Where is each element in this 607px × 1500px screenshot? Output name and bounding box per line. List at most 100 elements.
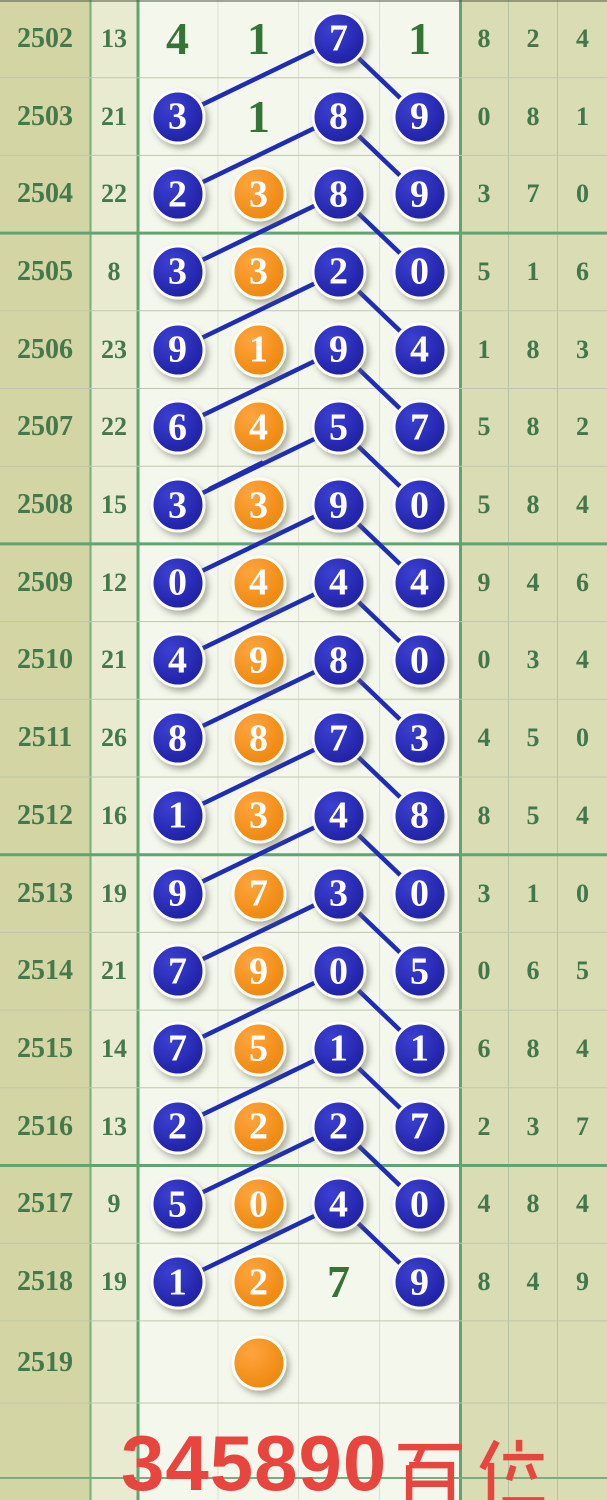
right-digit-cell: 4 [576,1189,589,1219]
right-digit-cell: 1 [526,878,540,908]
blue-number-ball: 1 [311,1021,366,1077]
blue-number-ball: 5 [392,943,447,999]
right-digit-cell: 4 [526,567,540,597]
blue-number-ball: 9 [150,866,205,922]
right-digit-cell: 5 [526,723,540,753]
blue-number-ball: 1 [150,1254,205,1310]
sum-cell: 13 [101,23,127,53]
blue-number-ball: 8 [311,632,366,688]
blue-number-ball: 4 [392,322,447,378]
period-cell: 2512 [17,799,73,831]
right-digit-cell: 5 [526,800,540,830]
blue-number-ball: 0 [392,244,447,300]
blue-number-ball: 9 [150,322,205,378]
period-cell: 2511 [17,722,73,754]
sum-cell: 21 [101,956,127,986]
period-cell: 2504 [17,178,73,210]
blue-number-ball: 3 [392,710,447,766]
right-digit-cell: 8 [477,23,491,53]
period-cell: 2516 [17,1110,73,1142]
right-digit-cell: 4 [576,1033,589,1063]
right-digit-cell: 8 [526,101,540,131]
plain-number: 1 [408,12,431,64]
blue-number-ball: 7 [150,943,205,999]
orange-number-ball: 4 [231,555,286,611]
sum-cell: 23 [101,334,127,364]
orange-number-ball [231,1335,286,1391]
blue-number-ball: 0 [392,632,447,688]
right-digit-cell: 5 [576,956,589,986]
right-digit-cell: 8 [526,1033,540,1063]
blue-number-ball: 7 [311,710,366,766]
right-digit-cell: 0 [477,645,491,675]
blue-number-ball: 4 [392,555,447,611]
chart-footer-label: 345890 [121,1424,545,1500]
blue-number-ball: 9 [392,166,447,222]
sum-cell: 16 [101,800,127,830]
right-digit-cell: 5 [477,412,491,442]
right-digit-cell: 6 [526,956,540,986]
blue-number-ball: 9 [392,89,447,145]
period-cell: 2518 [17,1266,73,1298]
right-digit-cell: 0 [477,101,491,131]
right-digit-cell: 6 [576,567,589,597]
blue-number-ball: 2 [150,1099,205,1155]
right-digit-cell: 0 [477,956,491,986]
right-digit-cell: 3 [477,878,491,908]
orange-number-ball: 0 [231,1176,286,1232]
right-digit-cell: 5 [477,490,491,520]
right-digit-cell: 3 [526,645,540,675]
right-digit-cell: 0 [576,179,589,209]
orange-number-ball: 3 [231,166,286,222]
orange-number-ball: 9 [231,943,286,999]
sum-cell: 26 [101,723,127,753]
blue-number-ball: 2 [311,1099,366,1155]
blue-number-ball: 4 [150,632,205,688]
blue-number-ball: 1 [392,1021,447,1077]
right-digit-cell: 2 [477,1111,491,1141]
orange-number-ball: 3 [231,244,286,300]
period-column-bg [0,0,90,1500]
right-digit-cell: 6 [477,1033,491,1063]
char-wei-glyph [479,1439,545,1500]
orange-number-ball: 8 [231,710,286,766]
right-digit-cell: 5 [477,256,491,286]
blue-number-ball: 0 [311,943,366,999]
period-cell: 2517 [17,1188,73,1220]
right-digit-cell: 6 [576,256,589,286]
right-column1-bg [460,0,509,1500]
period-cell: 2510 [17,644,73,676]
orange-number-ball: 7 [231,866,286,922]
plain-number: 7 [327,1256,350,1308]
right-digit-cell: 2 [576,412,589,442]
sum-cell: 14 [101,1033,127,1063]
blue-number-ball: 4 [311,1176,366,1232]
right-digit-cell: 1 [526,256,540,286]
orange-number-ball: 3 [231,788,286,844]
sum-cell: 19 [101,878,127,908]
blue-number-ball: 0 [392,1176,447,1232]
blue-number-ball: 7 [150,1021,205,1077]
right-digit-cell: 4 [477,1189,491,1219]
right-digit-cell: 7 [526,179,540,209]
blue-number-ball: 0 [392,866,447,922]
right-column3-bg [558,0,607,1500]
right-digit-cell: 9 [576,1267,589,1297]
sum-cell: 9 [107,1189,121,1219]
period-cell: 2507 [17,411,73,443]
footer-digits: 345890 [121,1419,388,1500]
right-column2-bg [509,0,558,1500]
blue-number-ball: 7 [392,399,447,455]
right-digit-cell: 4 [576,645,589,675]
orange-number-ball: 4 [231,399,286,455]
blue-number-ball: 5 [150,1176,205,1232]
right-digit-cell: 4 [526,1267,540,1297]
blue-number-ball: 6 [150,399,205,455]
right-digit-cell: 8 [477,800,491,830]
blue-number-ball: 9 [392,1254,447,1310]
right-digit-cell: 8 [526,412,540,442]
period-cell: 2502 [17,22,73,54]
period-cell: 2503 [17,100,73,132]
